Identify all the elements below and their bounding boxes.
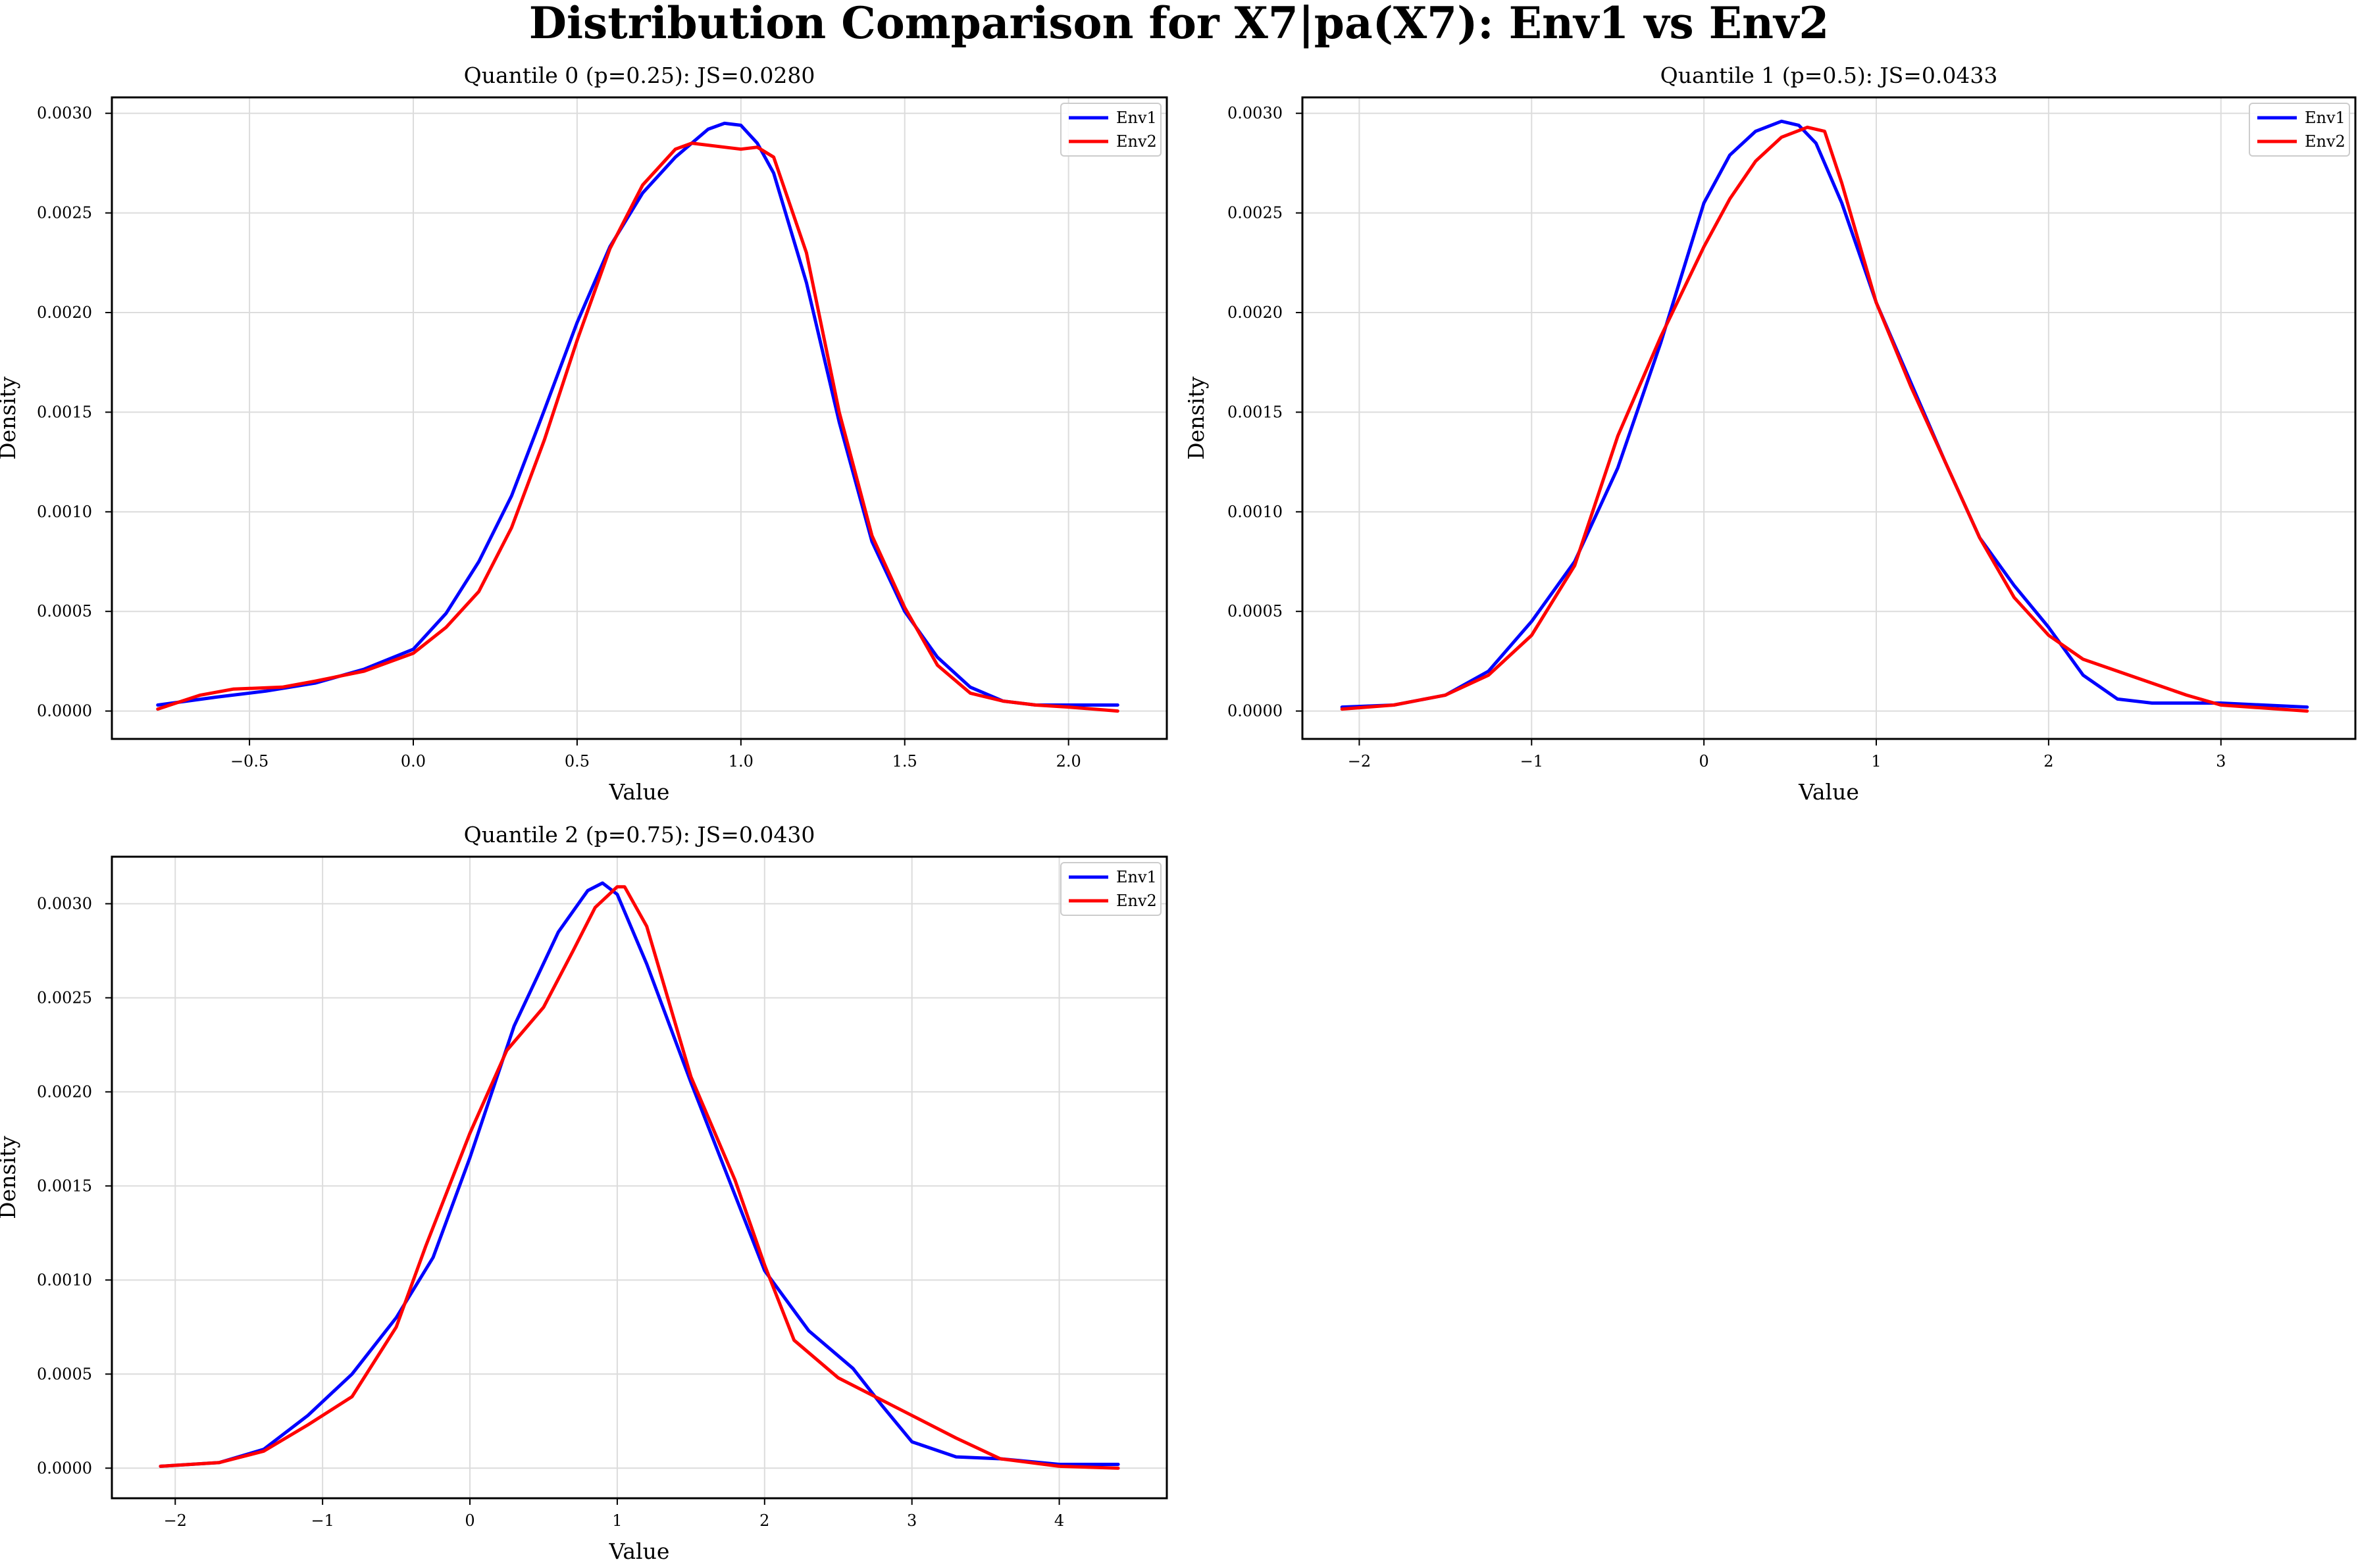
y-tick-label: 0.0025 [37,988,92,1007]
series-line-env2 [156,141,1119,713]
x-tick-label: 0.0 [401,752,426,771]
y-tick-label: 0.0000 [37,702,92,721]
y-tick-label: 0.0015 [1227,403,1283,421]
x-tick-label: 2.0 [1056,752,1081,771]
x-tick-label: 2 [2043,752,2053,771]
series-line-env2 [1340,125,2309,713]
x-tick-label: 1.0 [729,752,754,771]
x-tick-label: 0 [1699,752,1709,771]
legend-label: Env1 [1116,109,1157,127]
x-tick-label: 1 [612,1511,622,1530]
y-axis-label: Density [0,1136,20,1219]
x-tick-label: −0.5 [230,752,269,771]
y-tick-label: 0.0005 [37,602,92,620]
axes-frame [111,855,1168,1500]
x-axis-label: Value [609,779,670,805]
series-line-env2 [159,885,1120,1470]
x-tick-label: 0 [465,1511,474,1530]
axes-frame [111,96,1168,740]
x-tick-label: 3 [2216,752,2226,771]
y-tick-label: 0.0010 [1227,503,1283,521]
chart-panel-1: −2 −1 0 1 2 3 0.0000 0.0005 0.0010 0.0015 0.0020 0.… [1183,63,2357,805]
legend: Env1 Env2 [2249,103,2350,157]
x-tick-label: −1 [311,1511,334,1530]
y-tick-label: 0.0010 [37,503,92,521]
x-tick-label: −1 [1520,752,1543,771]
legend: Env1 Env2 [1060,862,1162,916]
legend-label: Env1 [1116,868,1157,886]
y-tick-label: 0.0005 [1227,602,1283,620]
legend: Env1 Env2 [1060,103,1162,157]
panel-title: Quantile 0 (p=0.25): JS=0.0280 [464,63,815,88]
series-line-env1 [156,121,1119,707]
chart-panel-0: −0.5 0.0 0.5 1.0 1.5 2.0 0.0000 0.0005 0.0010 0.0… [0,63,1168,805]
y-tick-label: 0.0030 [37,894,92,913]
panel-title: Quantile 1 (p=0.5): JS=0.0433 [1660,63,1998,88]
y-tick-label: 0.0000 [1227,702,1283,721]
chart-panel-2: −2 −1 0 1 2 3 4 0.0000 0.0005 0.0010 0.0015 0.0020 0… [0,822,1168,1564]
y-tick-label: 0.0005 [37,1365,92,1383]
y-tick-label: 0.0030 [1227,104,1283,122]
y-axis-label: Density [0,376,20,460]
axes-frame [1301,96,2357,740]
legend-label: Env1 [2305,109,2345,127]
y-tick-label: 0.0030 [37,104,92,122]
y-tick-label: 0.0020 [37,303,92,322]
x-axis-label: Value [609,1538,670,1564]
legend-label: Env2 [1116,132,1157,151]
x-tick-label: 0.5 [565,752,590,771]
series-line-env1 [159,881,1120,1468]
figure-title: Distribution Comparison for X7|pa(X7): E… [528,0,1830,49]
panel-title: Quantile 2 (p=0.75): JS=0.0430 [464,822,815,847]
y-tick-label: 0.0015 [37,403,92,421]
x-axis-label: Value [1798,779,1859,805]
legend-label: Env2 [2305,132,2345,151]
y-tick-label: 0.0025 [37,204,92,222]
y-tick-label: 0.0015 [37,1176,92,1195]
y-tick-label: 0.0000 [37,1459,92,1477]
x-tick-label: 4 [1054,1511,1064,1530]
series-line-env1 [1340,119,2309,709]
x-tick-label: 3 [907,1511,917,1530]
legend-label: Env2 [1116,892,1157,910]
x-tick-label: 1 [1871,752,1881,771]
x-tick-label: 1.5 [892,752,917,771]
y-tick-label: 0.0020 [37,1082,92,1101]
y-axis-label: Density [1183,376,1209,460]
y-tick-label: 0.0025 [1227,204,1283,222]
y-tick-label: 0.0010 [37,1271,92,1289]
x-tick-label: −2 [164,1511,187,1530]
x-tick-label: 2 [759,1511,769,1530]
x-tick-label: −2 [1348,752,1371,771]
y-tick-label: 0.0020 [1227,303,1283,322]
